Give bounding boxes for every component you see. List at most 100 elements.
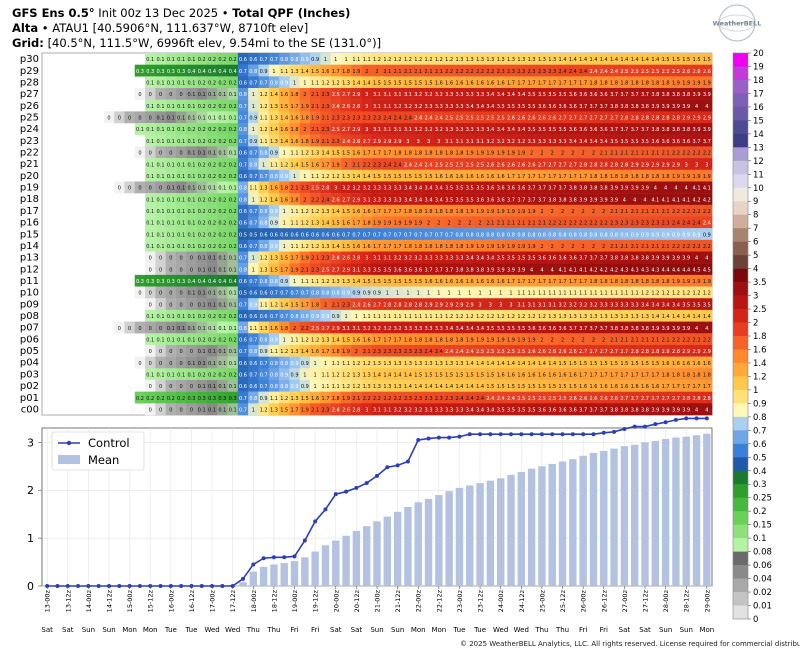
heatmap-cell <box>320 333 331 346</box>
heatmap-cell-value: 2 <box>551 209 554 215</box>
heatmap-cell-value: 3.7 <box>631 127 639 133</box>
heatmap-cell-value: 0.9 <box>693 232 701 238</box>
heatmap-cell <box>557 111 568 124</box>
heatmap-cell <box>701 158 713 170</box>
heatmap-cell <box>505 169 517 182</box>
heatmap-cell-value: 1.1 <box>270 396 278 402</box>
heatmap-cell <box>547 146 558 159</box>
heatmap-cell <box>578 64 589 77</box>
heatmap-cell-value: 1.5 <box>280 104 288 110</box>
heatmap-cell <box>474 356 486 369</box>
heatmap-cell <box>516 181 527 194</box>
x-tick-label: 22-12z <box>435 589 443 612</box>
heatmap-cell <box>186 181 197 194</box>
heatmap-cell <box>505 286 517 299</box>
heatmap-cell-value: 0 <box>107 116 110 122</box>
heatmap-cell-value: 3.2 <box>394 104 402 110</box>
heatmap-cell <box>145 251 156 264</box>
heatmap-cell-value: 1.5 <box>641 361 649 367</box>
heatmap-cell-value: 1.3 <box>600 314 608 320</box>
heatmap-cell <box>598 239 610 252</box>
heatmap-cell-value: 0.6 <box>249 384 257 390</box>
heatmap-cell-value: 0.1 <box>157 57 165 63</box>
heatmap-cell-value: 1.2 <box>445 314 453 320</box>
heatmap-cell-value: 0.6 <box>239 384 247 390</box>
heatmap-cell-value: 0.2 <box>208 127 216 133</box>
heatmap-cell-value: 0.7 <box>239 302 247 308</box>
mean-bar <box>311 551 319 586</box>
heatmap-cell-value: 0.7 <box>249 174 257 180</box>
heatmap-cell <box>701 134 713 147</box>
heatmap-cell-value: 1.1 <box>270 349 278 355</box>
x-tick-label: 18-12z <box>270 589 278 612</box>
heatmap-cell <box>681 76 692 89</box>
heatmap-cell-value: 3.5 <box>497 104 505 110</box>
heatmap-cell <box>701 123 713 135</box>
heatmap-cell <box>402 123 414 135</box>
heatmap-cell <box>351 53 362 65</box>
heatmap-cell <box>598 99 610 112</box>
colorbar-swatch <box>733 201 748 216</box>
heatmap-cell <box>464 333 476 346</box>
heatmap-cell-value: 1.9 <box>682 279 690 285</box>
heatmap-cell <box>330 286 342 299</box>
heatmap-cell-value: 2.7 <box>579 349 587 355</box>
heatmap-cell <box>454 344 465 357</box>
heatmap-cell <box>382 88 393 100</box>
heatmap-cell-value: 1.4 <box>404 372 412 378</box>
heatmap-cell-value: 0.7 <box>270 57 278 63</box>
heatmap-cell-value: 1.5 <box>610 361 618 367</box>
heatmap-cell-value: 3.4 <box>435 197 443 203</box>
heatmap-cell <box>145 344 156 357</box>
heatmap-cell <box>176 99 187 112</box>
heatmap-cell-value: 1.2 <box>260 104 268 110</box>
heatmap-cell <box>268 99 280 112</box>
heatmap-cell <box>402 193 414 206</box>
heatmap-cell <box>505 263 517 276</box>
heatmap-cell <box>206 181 218 194</box>
heatmap-cell <box>382 158 393 170</box>
heatmap-cell-value: 3.2 <box>414 407 422 413</box>
heatmap-cell-value: 1.5 <box>342 337 350 343</box>
heatmap-cell <box>206 356 218 369</box>
heatmap-cell <box>371 368 383 381</box>
control-point <box>251 562 256 567</box>
heatmap-cell-value: 3.6 <box>476 197 484 203</box>
heatmap-cell <box>371 321 383 334</box>
heatmap-cell <box>485 391 496 404</box>
heatmap-cell <box>485 216 496 229</box>
heatmap-cell <box>217 53 228 65</box>
heatmap-cell-value: 0.1 <box>157 104 165 110</box>
heatmap-cell <box>258 88 270 100</box>
heatmap-cell-value: 1 <box>283 244 286 250</box>
heatmap-cell <box>660 88 672 100</box>
heatmap-cell <box>619 99 630 112</box>
heatmap-cell-value: 2.9 <box>394 139 402 145</box>
heatmap-cell <box>361 333 373 346</box>
heatmap-cell-value: 2.2 <box>682 209 690 215</box>
heatmap-cell <box>258 64 270 77</box>
heatmap-cell <box>444 169 455 182</box>
heatmap-cell-value: 2.4 <box>693 221 701 227</box>
heatmap-cell-value: 1.6 <box>579 384 587 390</box>
heatmap-cell <box>227 403 239 416</box>
heatmap-cell <box>608 99 620 112</box>
heatmap-cell-value: 3.6 <box>579 92 587 98</box>
heatmap-cell <box>279 158 290 170</box>
heatmap-cell <box>681 298 692 311</box>
heatmap-cell <box>444 274 455 287</box>
heatmap-cell <box>155 64 166 77</box>
heatmap-cell <box>444 333 455 346</box>
heatmap-cell-value: 1.5 <box>538 384 546 390</box>
heatmap-cell <box>444 298 455 311</box>
colorbar: 20191817161514131211109876543.532.521.81… <box>732 49 772 625</box>
heatmap-cell <box>578 274 589 287</box>
heatmap-cell <box>217 193 228 206</box>
heatmap-cell <box>454 228 465 241</box>
heatmap-cell-value: 0.1 <box>177 162 185 168</box>
mean-bar <box>703 433 711 586</box>
heatmap-cell <box>299 76 311 89</box>
heatmap-cell <box>237 298 249 311</box>
x-tick-label: 13-12z <box>64 589 72 612</box>
heatmap-cell-value: 1.5 <box>383 279 391 285</box>
